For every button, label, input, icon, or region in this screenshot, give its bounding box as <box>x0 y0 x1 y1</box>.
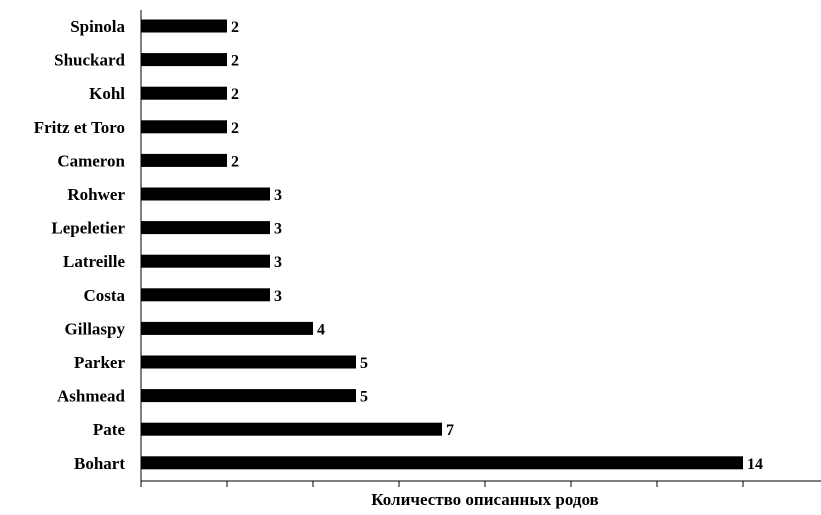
category-label: Shuckard <box>54 51 125 70</box>
bar <box>141 389 356 403</box>
value-label: 5 <box>360 355 368 372</box>
category-label: Costa <box>83 286 125 305</box>
bar <box>141 321 313 335</box>
bar <box>141 120 227 134</box>
category-label: Gillaspy <box>65 319 126 338</box>
category-labels: Spinola Shuckard Kohl Fritz et Toro Cameron R… <box>34 17 126 473</box>
value-label: 7 <box>446 422 454 439</box>
value-label: 14 <box>747 456 763 473</box>
bar <box>141 254 270 268</box>
category-label: Latreille <box>63 252 125 271</box>
bar <box>141 187 270 201</box>
value-label: 4 <box>317 321 325 338</box>
chart-bars <box>141 19 743 470</box>
value-label: 2 <box>231 86 239 103</box>
value-label: 3 <box>274 288 282 305</box>
x-axis-title: Количество описанных родов <box>371 490 598 509</box>
bar <box>141 422 442 436</box>
category-label: Kohl <box>89 84 125 103</box>
bar <box>141 456 743 470</box>
value-label: 3 <box>274 254 282 271</box>
chart-axes <box>140 10 821 487</box>
value-label: 2 <box>231 120 239 137</box>
value-label: 3 <box>274 187 282 204</box>
category-label: Lepeletier <box>51 219 125 238</box>
category-label: Parker <box>74 353 125 372</box>
value-label: 2 <box>231 53 239 70</box>
category-label: Spinola <box>70 17 125 36</box>
category-label: Ashmead <box>57 387 126 406</box>
bar <box>141 355 356 369</box>
bar <box>141 221 270 235</box>
bar <box>141 153 227 167</box>
value-label: 2 <box>231 19 239 36</box>
value-label: 5 <box>360 389 368 406</box>
value-labels: 2 2 2 2 2 3 3 3 3 4 5 5 7 14 <box>231 19 763 473</box>
bar <box>141 19 227 33</box>
category-label: Fritz et Toro <box>34 118 125 137</box>
bar <box>141 288 270 302</box>
category-label: Bohart <box>74 454 125 473</box>
value-label: 2 <box>231 153 239 170</box>
bar <box>141 53 227 67</box>
category-label: Pate <box>93 420 126 439</box>
category-label: Rohwer <box>67 185 125 204</box>
value-label: 3 <box>274 221 282 238</box>
category-label: Cameron <box>57 151 125 170</box>
bar <box>141 86 227 100</box>
